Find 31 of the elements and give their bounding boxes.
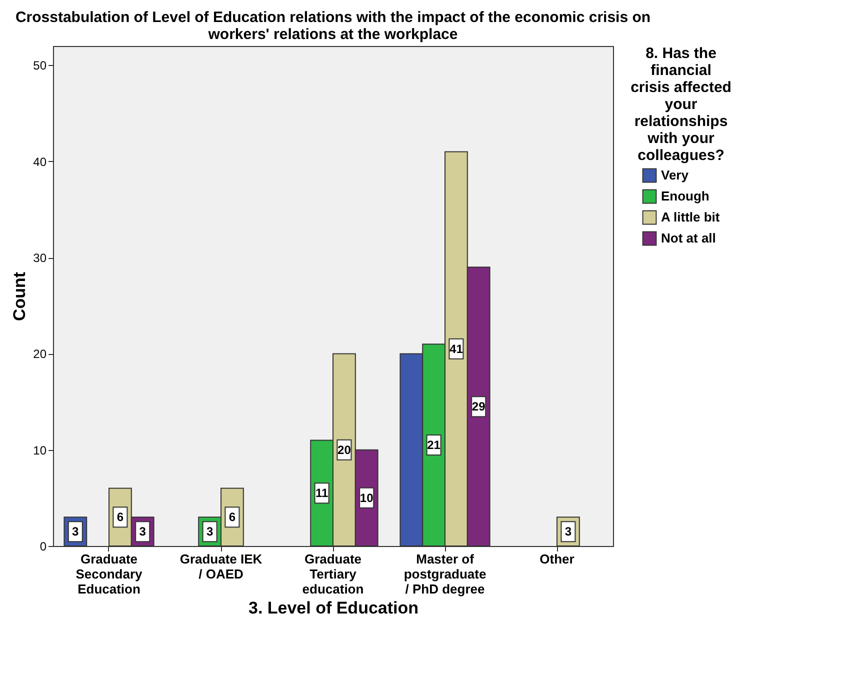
y-tick-label: 10: [33, 443, 47, 458]
data-label: 3: [72, 524, 80, 539]
x-tick-label: Graduate Secondary Education: [76, 552, 143, 596]
y-tick-label: 40: [33, 154, 47, 169]
y-tick-label: 0: [40, 540, 47, 554]
data-label: 3: [206, 524, 214, 539]
legend-title: 8. Has the financial crisis affected your relationships with your colleagues?: [630, 45, 732, 164]
legend-label: Not at all: [661, 230, 716, 246]
x-tick-label: Graduate Tertiary education: [302, 552, 364, 596]
data-label: 10: [360, 490, 374, 505]
x-tick-label: Graduate IEK / OAED: [180, 552, 263, 582]
y-axis-title: Count: [10, 272, 30, 322]
legend-label: Enough: [661, 188, 710, 204]
legend-label: Very: [661, 168, 690, 182]
data-label: 11: [315, 486, 328, 500]
data-label: 3: [564, 524, 572, 539]
data-label: 20: [338, 442, 352, 457]
y-tick-label: 30: [33, 251, 47, 266]
data-label: 6: [116, 510, 124, 524]
legend-label: A little bit: [661, 210, 720, 224]
x-axis-title: 3. Level of Education: [248, 598, 419, 618]
y-tick-label: 20: [33, 347, 47, 362]
data-label: 29: [472, 400, 486, 414]
data-label: 41: [450, 342, 464, 356]
x-tick-label: Other: [540, 552, 574, 566]
data-label: 3: [139, 524, 146, 539]
data-label: 6: [228, 510, 236, 524]
chart-title: Crosstabulation of Level of Education relations with the impact of the economic crisis on workers' relations at the workplace: [15, 9, 651, 43]
data-label: 21: [427, 438, 441, 452]
y-tick-label: 50: [33, 58, 47, 73]
x-tick-label: Master of postgraduate / PhD degree: [404, 552, 486, 596]
